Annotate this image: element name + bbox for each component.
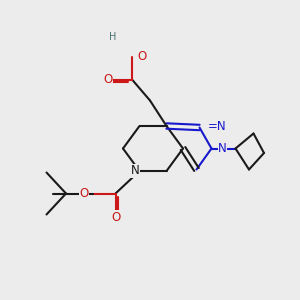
Text: O: O [103, 73, 112, 86]
Text: H: H [109, 32, 116, 43]
Text: N: N [218, 142, 227, 155]
Text: =N: =N [208, 120, 226, 134]
Text: N: N [131, 164, 140, 178]
Text: O: O [111, 211, 120, 224]
Text: O: O [79, 187, 88, 200]
Text: O: O [137, 50, 147, 64]
